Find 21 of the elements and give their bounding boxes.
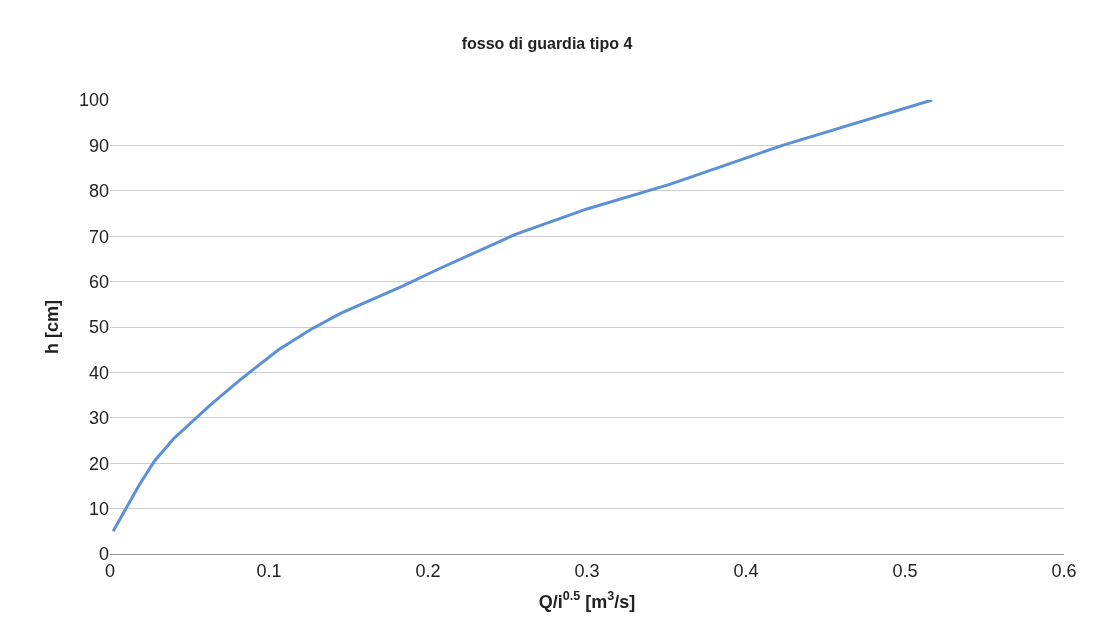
- chart-title: fosso di guardia tipo 4: [461, 35, 633, 53]
- y-axis-title: h [cm]: [42, 300, 63, 354]
- x-tick-label: 0.6: [1051, 560, 1077, 581]
- y-tick-label: 60: [88, 271, 109, 292]
- y-tick-label: 100: [78, 90, 109, 111]
- y-tick-label: 90: [88, 135, 109, 156]
- y-tick-label: 30: [88, 408, 109, 429]
- y-tick-label: 50: [88, 317, 109, 338]
- x-tick-label: 0.4: [733, 560, 759, 581]
- line-series: [111, 100, 934, 533]
- x-tick-label: 0.1: [256, 560, 282, 581]
- x-tick-label: 0.2: [415, 560, 441, 581]
- y-tick-label: 10: [88, 498, 109, 519]
- y-tick-label: 0: [98, 544, 109, 565]
- y-tick-label: 80: [88, 181, 109, 202]
- y-tick-label: 20: [88, 453, 109, 474]
- y-tick-label: 70: [88, 226, 109, 247]
- x-tick-label: 0.5: [892, 560, 918, 581]
- y-tick-label: 40: [88, 362, 109, 383]
- x-tick-label: 0.3: [574, 560, 600, 581]
- x-axis-title: Q/i$^{0.5}$ [m$^{3}$/s]: [538, 589, 636, 612]
